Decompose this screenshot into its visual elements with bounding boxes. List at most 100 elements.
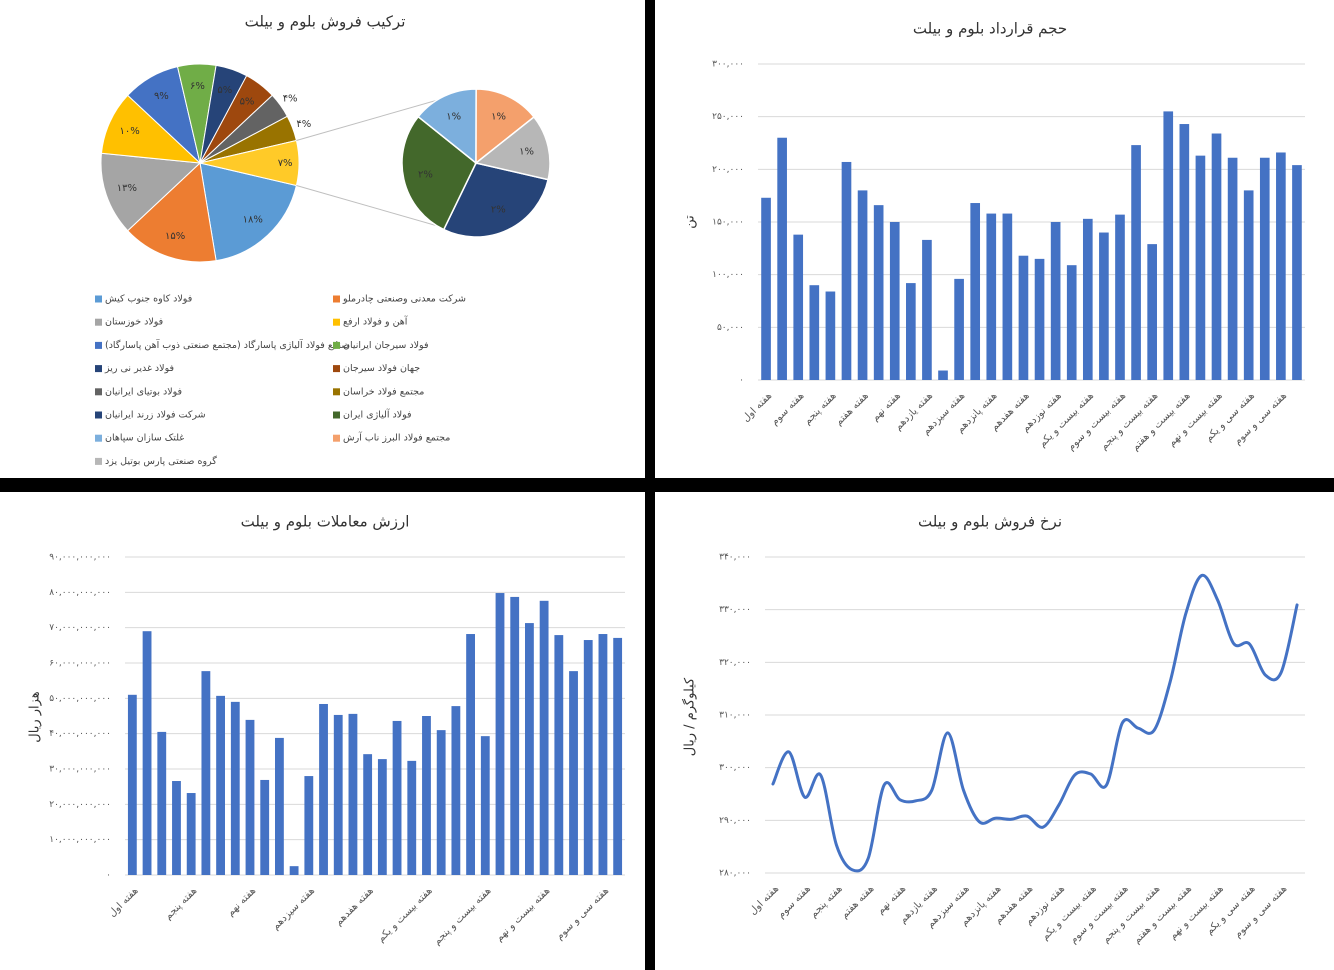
slice-label: ۱% xyxy=(446,111,461,122)
bar xyxy=(1131,145,1141,380)
legend-swatch xyxy=(333,411,340,419)
y-tick-label: ۵۰,۰۰۰,۰۰۰,۰۰۰ xyxy=(49,694,111,704)
x-tick-label: هفته بیست و هفتم xyxy=(1130,390,1193,453)
legend-swatch xyxy=(95,388,102,396)
y-tick-label: ۳۱۰,۰۰۰ xyxy=(719,711,751,721)
bar xyxy=(1018,255,1029,380)
bar xyxy=(333,714,343,875)
y-tick-label: ۱۰۰,۰۰۰ xyxy=(712,270,744,280)
bar xyxy=(906,283,916,380)
bar xyxy=(857,190,868,380)
y-tick-label: ۲۰,۰۰۰,۰۰۰,۰۰۰ xyxy=(49,800,111,810)
y-tick-label: ۵۰,۰۰۰ xyxy=(717,323,744,333)
slice-label: ۶% xyxy=(190,81,205,92)
bar xyxy=(1292,165,1302,380)
x-tick-label: هفته هفتم xyxy=(839,883,876,920)
x-tick-label: هفته بیست و یکم xyxy=(376,885,435,944)
chart-title: ارزش معاملات بلوم و بیلت xyxy=(241,513,410,531)
bar xyxy=(583,640,593,875)
bar xyxy=(873,205,884,380)
legend-label: غلتک سازان سپاهان xyxy=(105,433,184,444)
bar xyxy=(1259,157,1270,380)
bar xyxy=(275,737,284,875)
legend-swatch xyxy=(95,411,102,419)
line xyxy=(771,573,1299,873)
bar xyxy=(407,760,417,875)
legend-label: صنایع فولاد آلیاژی پاسارگاد (مجتمع صنعتی… xyxy=(105,338,349,351)
bar xyxy=(598,634,608,875)
legend-swatch xyxy=(95,318,102,326)
chart-title: ترکیب فروش بلوم و بیلت xyxy=(245,13,406,31)
y-tick-label: ۲۸۰,۰۰۰ xyxy=(719,869,751,879)
slice-label: ۱۳% xyxy=(117,183,137,194)
x-tick-label: هفته سوم xyxy=(776,883,813,920)
bar xyxy=(539,600,549,875)
y-tick-label: ۶۰,۰۰۰,۰۰۰,۰۰۰ xyxy=(49,659,111,669)
bar xyxy=(1276,152,1286,380)
bar xyxy=(761,197,771,380)
chart-title: حجم قرارداد بلوم و بیلت xyxy=(913,20,1067,38)
bar xyxy=(954,278,964,380)
bar xyxy=(348,713,358,875)
bar xyxy=(127,694,137,875)
x-tick-label: هفته سی و سوم xyxy=(554,885,611,942)
bar xyxy=(1034,258,1045,380)
slice-label: ۱۸% xyxy=(243,214,263,225)
legend-label: جهان فولاد سیرجان xyxy=(343,363,420,374)
pie-slice xyxy=(401,115,477,231)
legend-label: فولاد غدیر نی ریز xyxy=(104,363,174,374)
legend-swatch xyxy=(333,295,340,303)
x-tick-label: هفته پنجم xyxy=(163,885,200,922)
y-tick-label: ۰ xyxy=(106,871,111,881)
slice-label: ۱% xyxy=(491,111,506,122)
bar xyxy=(392,720,402,875)
legend-label: مجتمع فولاد خراسان xyxy=(343,386,424,397)
x-tick-label: هفته هفتم xyxy=(833,390,870,427)
bar xyxy=(451,706,461,875)
x-tick-label: هفته سوم xyxy=(769,390,806,427)
x-tick-label: هفته بیست و سوم xyxy=(1066,390,1128,452)
slice-label: ۹% xyxy=(154,91,169,102)
y-tick-label: ۱۰,۰۰۰,۰۰۰,۰۰۰ xyxy=(49,835,111,845)
bar xyxy=(172,781,181,875)
slice-label: ۱۵% xyxy=(165,231,185,242)
y-tick-label: ۲۹۰,۰۰۰ xyxy=(719,816,751,826)
slice-label: ۷% xyxy=(278,158,293,169)
y-tick-label: ۳۲۰,۰۰۰ xyxy=(719,658,751,668)
bar xyxy=(793,234,804,380)
y-tick-label: ۳۴۰,۰۰۰ xyxy=(719,553,751,563)
bar xyxy=(1243,190,1254,380)
bar xyxy=(809,285,820,380)
legend-label: فولاد سیرجان ایرانیان xyxy=(343,340,429,351)
bar xyxy=(1115,214,1125,380)
x-tick-label: هفته بیست و یکم xyxy=(1040,883,1099,942)
legend-swatch xyxy=(95,434,102,442)
bar xyxy=(1002,213,1013,380)
bar xyxy=(230,701,240,875)
bar xyxy=(480,736,490,875)
y-tick-label: ۳۰,۰۰۰,۰۰۰,۰۰۰ xyxy=(49,765,111,775)
bar xyxy=(422,716,431,875)
bar xyxy=(510,596,520,875)
bar xyxy=(554,635,564,875)
pie-slice xyxy=(100,152,202,232)
pie-slice xyxy=(475,88,536,165)
bar xyxy=(1147,244,1157,380)
y-tick-label: ۲۰۰,۰۰۰ xyxy=(712,165,744,175)
bar xyxy=(569,671,578,875)
value-panel: ارزش معاملات بلوم و بیلت هزار ریال ۰ ۱۰,۰… xyxy=(0,492,645,970)
legend-swatch xyxy=(333,341,340,349)
x-tick-label: هفته بیست و پنجم xyxy=(1100,883,1162,945)
legend-swatch xyxy=(95,365,102,373)
y-tick-label: ۱۵۰,۰۰۰ xyxy=(712,218,744,228)
slice-label: ۲% xyxy=(418,169,433,180)
x-tick-label: هفته بیست و پنجم xyxy=(432,885,494,947)
slice-label: ۴% xyxy=(283,93,298,104)
legend-label: فولاد بوتیای ایرانیان xyxy=(105,386,182,397)
bar xyxy=(1179,124,1190,380)
bar xyxy=(495,593,505,875)
y-axis-title: کیلوگرم / ریال xyxy=(682,677,698,756)
volume-panel: حجم قرارداد بلوم و بیلت تن ۰ ۵۰,۰۰۰ ۱۰۰,۰۰… xyxy=(655,0,1334,478)
legend-swatch xyxy=(95,457,102,465)
